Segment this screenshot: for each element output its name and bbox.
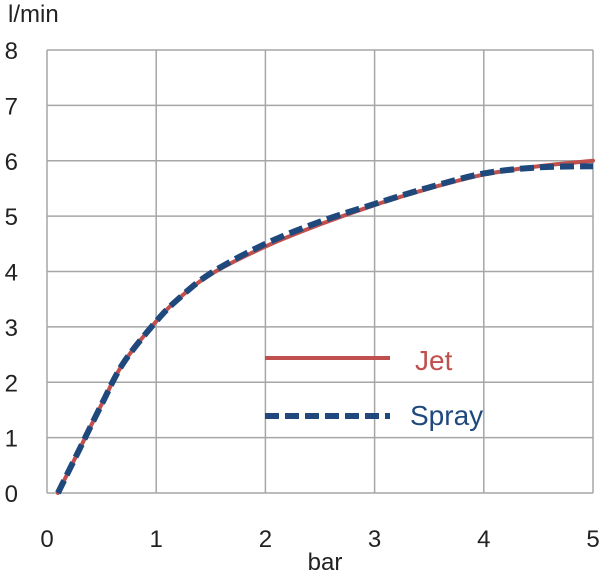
x-axis-label: bar (308, 549, 343, 575)
y-tick-label: 3 (5, 315, 18, 342)
x-tick-label: 3 (368, 526, 381, 553)
legend-label-spray: Spray (410, 400, 483, 431)
grid (46, 49, 594, 494)
y-tick-labels: 0 1 2 3 4 5 6 7 8 (5, 38, 18, 508)
x-tick-label: 2 (259, 526, 272, 553)
y-tick-label: 5 (5, 204, 18, 231)
y-axis-label: l/min (8, 1, 59, 28)
y-tick-label: 2 (5, 370, 18, 397)
y-tick-label: 8 (5, 38, 18, 65)
y-tick-label: 7 (5, 93, 18, 120)
legend-label-jet: Jet (415, 345, 453, 376)
x-tick-label: 4 (477, 526, 490, 553)
y-tick-label: 0 (5, 481, 18, 508)
x-tick-label: 5 (586, 526, 599, 553)
y-tick-label: 6 (5, 149, 18, 176)
x-tick-label: 0 (40, 526, 53, 553)
series-lines (55, 158, 595, 495)
x-tick-label: 1 (150, 526, 163, 553)
y-tick-label: 1 (5, 426, 18, 453)
x-tick-labels: 0 1 2 3 4 5 (40, 526, 599, 553)
legend: Jet Spray (265, 345, 483, 431)
y-tick-label: 4 (5, 260, 18, 287)
series-line-spray (55, 163, 594, 495)
